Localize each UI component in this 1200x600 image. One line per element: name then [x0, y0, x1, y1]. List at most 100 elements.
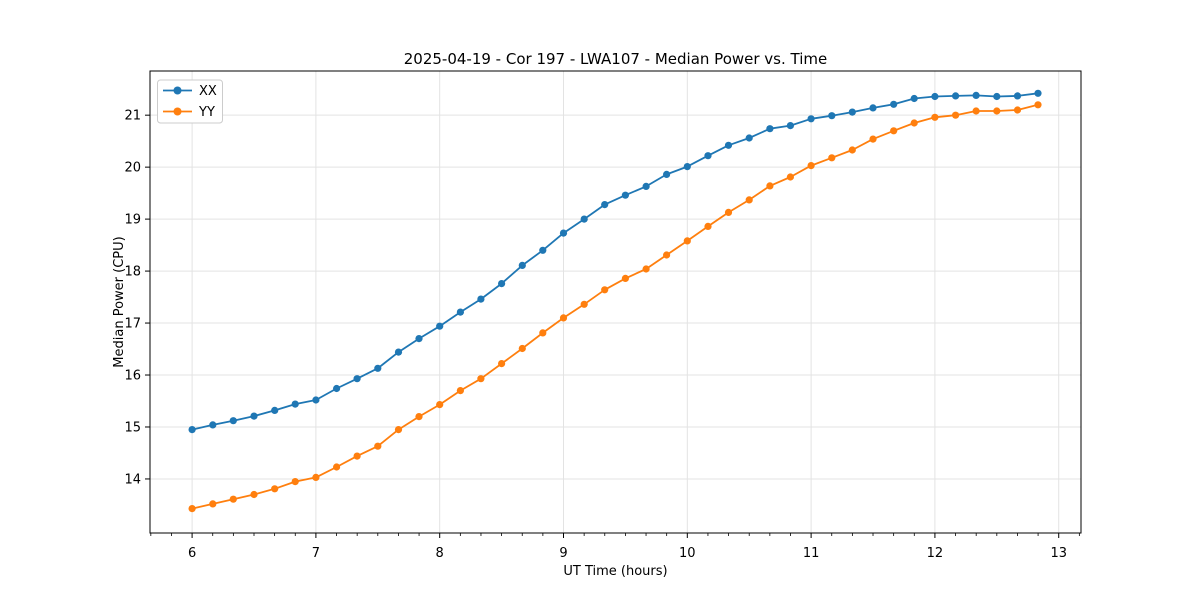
x-tick-label: 7 — [312, 546, 320, 561]
data-point-xx — [250, 412, 258, 420]
data-point-xx — [456, 308, 464, 316]
data-point-xx — [683, 163, 691, 171]
data-point-xx — [766, 125, 774, 133]
data-point-xx — [209, 421, 217, 429]
data-point-xx — [291, 400, 299, 408]
data-point-xx — [724, 141, 733, 149]
data-point-yy — [910, 119, 918, 127]
x-tick-label: 12 — [927, 546, 944, 561]
legend-label-xx: XX — [199, 84, 217, 99]
data-point-yy — [683, 237, 691, 245]
legend-entry-yy: YY — [163, 105, 215, 120]
data-point-xx — [704, 152, 712, 160]
data-point-xx — [229, 417, 237, 425]
data-point-yy — [642, 265, 650, 273]
x-tick-label: 6 — [188, 546, 196, 561]
data-point-yy — [972, 107, 980, 115]
data-point-yy — [518, 344, 526, 353]
plot-border — [149, 70, 1082, 534]
data-point-xx — [910, 94, 918, 103]
data-point-yy — [621, 274, 630, 282]
x-tick-label: 8 — [436, 546, 444, 561]
data-point-yy — [312, 473, 320, 481]
data-point-yy — [394, 426, 403, 434]
data-point-xx — [1013, 92, 1022, 100]
data-point-yy — [477, 375, 485, 383]
data-point-xx — [374, 364, 382, 372]
data-point-xx — [580, 215, 588, 223]
data-point-xx — [931, 92, 939, 101]
data-point-yy — [250, 490, 258, 499]
data-point-xx — [745, 134, 753, 142]
data-point-yy — [353, 452, 361, 460]
gridlines — [150, 71, 1081, 533]
axis-tick-labels: 6 7 8 9 10 11 12 13 14 15 16 17 18 19 20 21 — [124, 109, 1067, 561]
data-point-yy — [1013, 106, 1022, 114]
y-tick-label: 21 — [124, 109, 141, 124]
data-point-yy — [291, 478, 299, 486]
x-axis-label: UT Time (hours) — [563, 564, 667, 579]
y-tick-label: 17 — [124, 317, 141, 332]
series-line-yy — [191, 103, 1039, 510]
data-point-yy — [271, 485, 279, 493]
legend-entry-xx: XX — [163, 84, 217, 99]
data-point-yy — [704, 222, 712, 230]
x-tick-label: 13 — [1050, 546, 1067, 561]
data-point-xx — [518, 261, 526, 269]
data-point-xx — [848, 108, 856, 116]
data-point-xx — [1034, 89, 1042, 97]
data-point-xx — [663, 170, 671, 178]
data-point-xx — [539, 246, 547, 254]
x-tick-label: 10 — [679, 546, 696, 561]
series-layer — [188, 89, 1042, 513]
data-point-yy — [539, 329, 547, 337]
data-point-yy — [333, 463, 341, 471]
data-point-yy — [952, 111, 960, 119]
data-point-xx — [188, 426, 196, 434]
y-tick-label: 18 — [124, 265, 141, 280]
y-axis-label: Median Power (CPU) — [112, 236, 127, 367]
data-point-yy — [766, 182, 774, 190]
legend-marker-yy — [173, 107, 182, 116]
data-point-yy — [786, 173, 795, 181]
data-point-yy — [436, 401, 444, 409]
data-point-yy — [724, 208, 733, 216]
data-point-yy — [807, 162, 815, 170]
data-point-xx — [333, 384, 341, 393]
data-point-xx — [952, 92, 960, 100]
data-point-yy — [498, 360, 506, 368]
x-tick-label: 9 — [559, 546, 567, 561]
data-point-yy — [209, 500, 217, 508]
y-tick-label: 19 — [124, 213, 141, 228]
data-point-xx — [642, 182, 650, 190]
data-point-yy — [745, 196, 753, 204]
x-tick-label: 11 — [803, 546, 820, 561]
data-point-yy — [993, 107, 1001, 115]
data-point-xx — [621, 191, 630, 199]
data-point-xx — [890, 100, 898, 108]
y-tick-label: 20 — [124, 161, 141, 176]
data-point-xx — [436, 322, 444, 330]
y-tick-label: 16 — [124, 369, 141, 384]
data-point-yy — [188, 505, 196, 513]
data-point-yy — [229, 495, 237, 503]
legend: XX YY — [157, 79, 223, 124]
data-point-xx — [498, 280, 506, 288]
data-point-xx — [972, 91, 980, 99]
data-point-yy — [890, 127, 898, 135]
data-point-yy — [848, 146, 856, 154]
axis-ticks — [145, 114, 1080, 538]
data-point-xx — [394, 348, 403, 356]
legend-marker-xx — [173, 86, 182, 95]
data-point-yy — [559, 314, 568, 322]
y-tick-label: 14 — [124, 472, 141, 487]
data-point-yy — [580, 300, 588, 308]
data-point-yy — [1034, 101, 1042, 109]
chart-title: 2025-04-19 - Cor 197 - LWA107 - Median P… — [404, 50, 828, 68]
data-point-xx — [807, 115, 815, 123]
data-point-xx — [601, 201, 609, 209]
data-point-yy — [456, 387, 464, 395]
data-point-xx — [415, 335, 423, 343]
